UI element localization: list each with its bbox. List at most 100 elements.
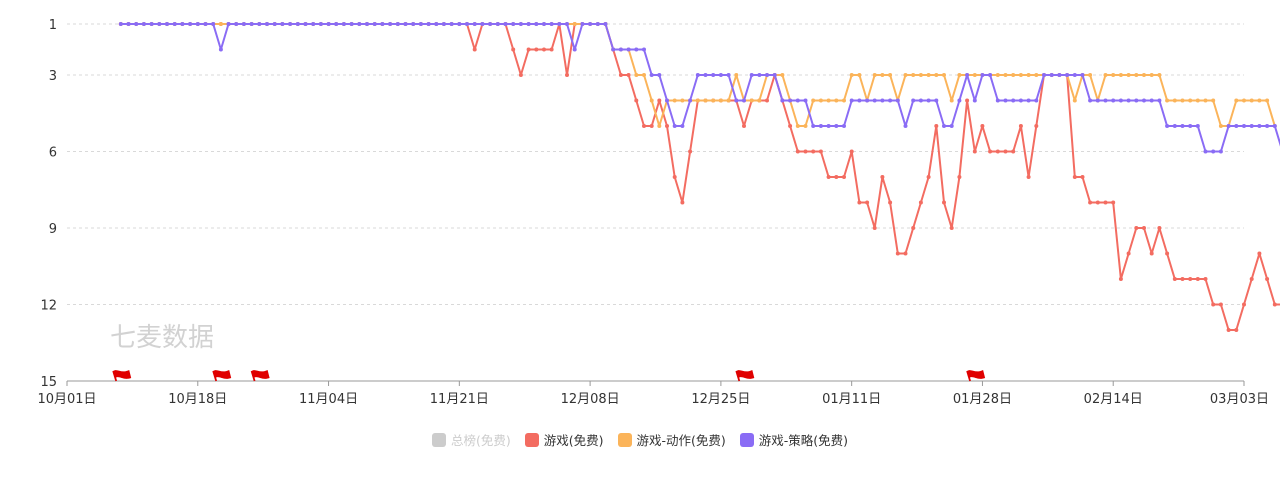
data-point[interactable] <box>1265 98 1270 103</box>
data-point[interactable] <box>618 73 623 77</box>
data-point[interactable] <box>1211 149 1216 154</box>
data-point[interactable] <box>1134 73 1139 77</box>
data-point[interactable] <box>1018 73 1023 77</box>
data-point[interactable] <box>611 47 616 52</box>
data-point[interactable] <box>534 22 539 26</box>
data-point[interactable] <box>1218 124 1223 128</box>
data-point[interactable] <box>649 124 654 128</box>
legend-item-total[interactable]: 总榜(免费) <box>431 430 511 449</box>
data-point[interactable] <box>995 73 1000 77</box>
data-point[interactable] <box>603 22 608 26</box>
data-point[interactable] <box>526 47 531 52</box>
data-point[interactable] <box>1211 302 1216 307</box>
data-point[interactable] <box>1157 98 1162 103</box>
data-point[interactable] <box>180 22 185 26</box>
data-point[interactable] <box>1126 73 1131 77</box>
data-point[interactable] <box>203 22 208 26</box>
data-point[interactable] <box>918 73 923 77</box>
data-point[interactable] <box>872 98 877 103</box>
data-point[interactable] <box>1018 124 1023 128</box>
data-point[interactable] <box>488 22 493 26</box>
data-point[interactable] <box>788 124 793 128</box>
data-point[interactable] <box>949 98 954 103</box>
data-point[interactable] <box>965 73 970 77</box>
data-point[interactable] <box>642 47 646 52</box>
data-point[interactable] <box>1257 124 1262 128</box>
data-point[interactable] <box>765 98 769 103</box>
data-point[interactable] <box>195 22 200 26</box>
data-point[interactable] <box>818 149 823 154</box>
data-point[interactable] <box>726 98 731 103</box>
data-point[interactable] <box>780 73 785 77</box>
data-point[interactable] <box>888 200 893 205</box>
data-point[interactable] <box>803 149 808 154</box>
data-point[interactable] <box>857 98 862 103</box>
data-point[interactable] <box>1065 73 1070 77</box>
data-point[interactable] <box>865 200 870 205</box>
data-point[interactable] <box>1226 124 1231 128</box>
data-point[interactable] <box>934 124 939 128</box>
data-point[interactable] <box>118 22 123 26</box>
data-point[interactable] <box>972 73 977 77</box>
data-point[interactable] <box>826 124 831 128</box>
data-point[interactable] <box>1011 73 1016 77</box>
data-point[interactable] <box>472 47 477 52</box>
data-point[interactable] <box>1257 251 1262 256</box>
data-point[interactable] <box>1011 98 1016 103</box>
data-point[interactable] <box>895 98 900 103</box>
data-point[interactable] <box>1165 124 1170 128</box>
data-point[interactable] <box>349 22 354 26</box>
data-point[interactable] <box>872 73 877 77</box>
data-point[interactable] <box>995 98 1000 103</box>
data-point[interactable] <box>1203 98 1208 103</box>
data-point[interactable] <box>818 98 823 103</box>
data-point[interactable] <box>849 73 854 77</box>
data-point[interactable] <box>826 175 831 179</box>
data-point[interactable] <box>926 73 931 77</box>
data-point[interactable] <box>1142 73 1146 77</box>
data-point[interactable] <box>1103 200 1108 205</box>
data-point[interactable] <box>1234 98 1239 103</box>
data-point[interactable] <box>818 124 823 128</box>
data-point[interactable] <box>372 22 377 26</box>
data-point[interactable] <box>318 22 323 26</box>
data-point[interactable] <box>1026 73 1031 77</box>
data-point[interactable] <box>1095 200 1100 205</box>
data-point[interactable] <box>1165 98 1170 103</box>
data-point[interactable] <box>542 22 546 26</box>
data-point[interactable] <box>326 22 331 26</box>
data-point[interactable] <box>757 98 762 103</box>
data-point[interactable] <box>657 98 662 103</box>
data-point[interactable] <box>972 98 977 103</box>
data-point[interactable] <box>757 73 762 77</box>
data-point[interactable] <box>788 98 793 103</box>
data-point[interactable] <box>1095 98 1100 103</box>
data-point[interactable] <box>880 175 885 179</box>
data-point[interactable] <box>657 73 662 77</box>
data-point[interactable] <box>1134 98 1139 103</box>
data-point[interactable] <box>1126 98 1131 103</box>
data-point[interactable] <box>1180 98 1185 103</box>
data-point[interactable] <box>241 22 246 26</box>
data-point[interactable] <box>1157 73 1162 77</box>
data-point[interactable] <box>534 47 539 52</box>
data-point[interactable] <box>188 22 193 26</box>
data-point[interactable] <box>649 73 654 77</box>
data-point[interactable] <box>141 22 146 26</box>
data-point[interactable] <box>1003 149 1008 154</box>
data-point[interactable] <box>334 22 339 26</box>
data-point[interactable] <box>1249 98 1254 103</box>
data-point[interactable] <box>749 98 754 103</box>
data-point[interactable] <box>834 175 839 179</box>
data-point[interactable] <box>211 22 216 26</box>
data-point[interactable] <box>1118 73 1123 77</box>
data-point[interactable] <box>1180 277 1185 281</box>
data-point[interactable] <box>918 98 923 103</box>
data-point[interactable] <box>942 200 946 205</box>
data-point[interactable] <box>272 22 277 26</box>
data-point[interactable] <box>803 98 808 103</box>
data-point[interactable] <box>1042 73 1046 77</box>
data-point[interactable] <box>1242 98 1246 103</box>
data-point[interactable] <box>734 73 739 77</box>
data-point[interactable] <box>772 73 777 77</box>
